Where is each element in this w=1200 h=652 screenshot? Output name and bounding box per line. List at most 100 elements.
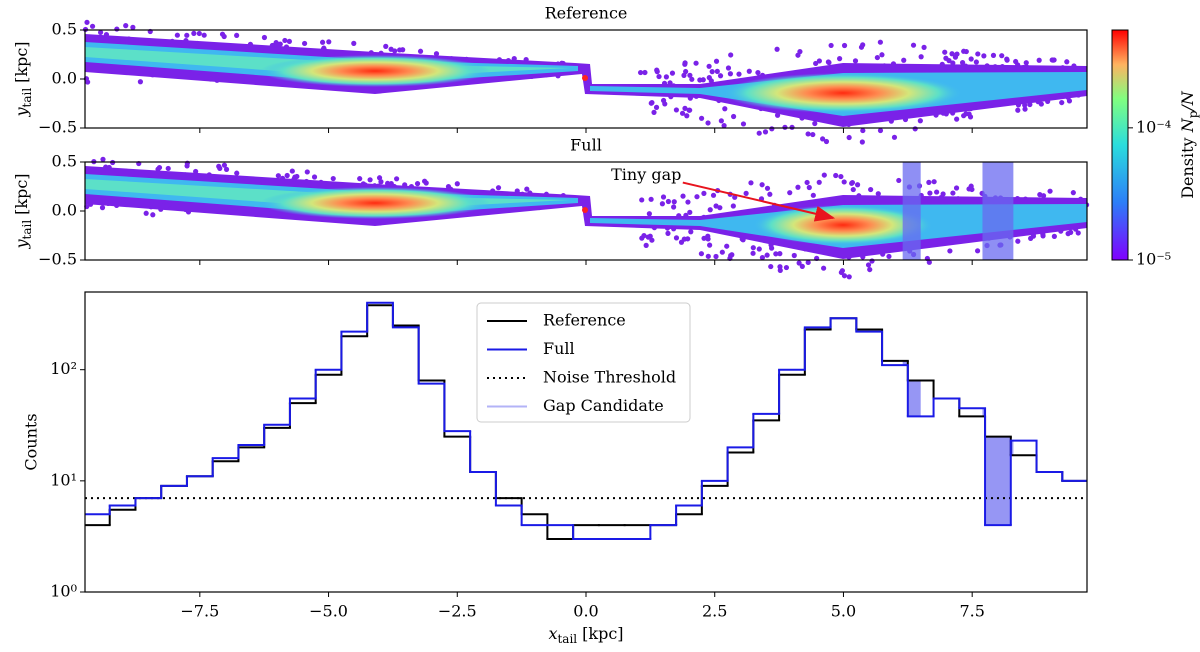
stream-star xyxy=(722,106,728,112)
stream-star xyxy=(1015,102,1022,108)
stream-star xyxy=(137,79,144,85)
stream-star xyxy=(926,259,932,265)
stream-star xyxy=(841,273,848,279)
stream-star xyxy=(257,207,263,214)
stream-star xyxy=(134,64,140,71)
stream-star xyxy=(164,202,170,209)
label-symbol: y xyxy=(12,107,31,118)
stream-star xyxy=(759,254,766,261)
y-tick-label: 0.5 xyxy=(52,20,77,39)
y-axis-label: ytail [kpc] xyxy=(12,41,34,117)
stream-star xyxy=(693,93,699,99)
stream-star xyxy=(926,179,932,185)
stream-star xyxy=(208,76,214,82)
stream-star xyxy=(326,39,332,45)
stream-star xyxy=(746,68,752,74)
stream-star xyxy=(84,19,90,25)
stream-star xyxy=(725,65,732,71)
stream-star xyxy=(651,109,657,115)
stream-star xyxy=(368,50,374,56)
stream-star xyxy=(687,209,693,215)
stream-star xyxy=(841,42,848,49)
stream-star xyxy=(934,189,940,195)
stream-star xyxy=(360,181,366,187)
stream-star xyxy=(833,172,839,179)
stream-star xyxy=(724,243,730,249)
stream-star xyxy=(1028,228,1034,235)
stream-star xyxy=(942,49,948,55)
stream-star xyxy=(804,179,810,186)
stream-star xyxy=(764,252,770,258)
stream-star xyxy=(1045,98,1051,105)
stream-star xyxy=(912,126,918,132)
stream-star xyxy=(984,63,990,69)
stream-star xyxy=(89,23,96,29)
label-part: Density xyxy=(1178,137,1197,198)
stream-star xyxy=(680,193,686,199)
stream-star xyxy=(880,251,886,257)
stream-star xyxy=(954,51,960,57)
stream-star xyxy=(774,112,781,118)
stream-star xyxy=(949,51,955,57)
stream-star xyxy=(234,32,240,39)
stream-star xyxy=(673,235,680,241)
stream-star xyxy=(910,42,917,48)
stream-star xyxy=(821,265,827,271)
stream-star xyxy=(1022,102,1028,108)
stream-star xyxy=(264,210,271,216)
stream-star xyxy=(1051,233,1057,239)
label-unit: [kpc] xyxy=(582,624,623,643)
y-axis-label: ytail [kpc] xyxy=(12,173,34,249)
stream-star xyxy=(750,250,756,256)
stream-star xyxy=(869,258,875,264)
panel-title: Full xyxy=(570,136,602,155)
stream-star xyxy=(774,46,780,52)
stream-star xyxy=(782,124,788,130)
stream-star xyxy=(216,163,222,169)
stream-star xyxy=(1015,238,1021,244)
stream-star xyxy=(676,213,682,219)
stream-star xyxy=(713,58,720,64)
stream-star xyxy=(844,200,850,207)
stream-star xyxy=(967,114,974,120)
stream-star xyxy=(777,251,783,257)
stream-star xyxy=(1038,101,1044,107)
stream-star xyxy=(974,248,981,254)
stream-star xyxy=(1036,57,1042,63)
stream-star xyxy=(768,263,774,270)
stream-star xyxy=(718,118,724,124)
legend-label: Full xyxy=(543,339,575,358)
stream-star xyxy=(643,242,649,248)
stream-star xyxy=(1033,96,1039,102)
stream-star xyxy=(524,186,530,192)
stream-star xyxy=(721,123,727,129)
gap-fill xyxy=(982,408,1014,526)
stream-star xyxy=(1058,228,1064,234)
stream-star xyxy=(222,204,228,210)
stream-star xyxy=(484,59,490,65)
stream-star xyxy=(649,100,655,106)
stream-star xyxy=(756,130,762,136)
stream-star xyxy=(433,51,440,57)
stream-star xyxy=(514,188,520,194)
stream-star xyxy=(1004,57,1010,63)
stream-star xyxy=(294,173,300,180)
stream-star xyxy=(130,24,136,30)
stream-star xyxy=(1022,106,1028,112)
x-tick-label: 2.5 xyxy=(702,602,727,621)
stream-star xyxy=(671,83,677,89)
stream-star xyxy=(221,162,228,168)
stream-star xyxy=(423,180,429,186)
y-tick-label: 10² xyxy=(50,359,77,378)
stream-star xyxy=(1075,230,1081,236)
stream-star xyxy=(981,53,987,59)
stream-star xyxy=(827,245,833,251)
stream-star xyxy=(201,32,207,38)
stream-star xyxy=(679,110,686,116)
stream-star xyxy=(950,190,956,196)
stream-star xyxy=(123,23,129,29)
annotation-arrow xyxy=(682,181,836,222)
stream-star xyxy=(1040,193,1047,199)
stream-star xyxy=(417,48,424,54)
